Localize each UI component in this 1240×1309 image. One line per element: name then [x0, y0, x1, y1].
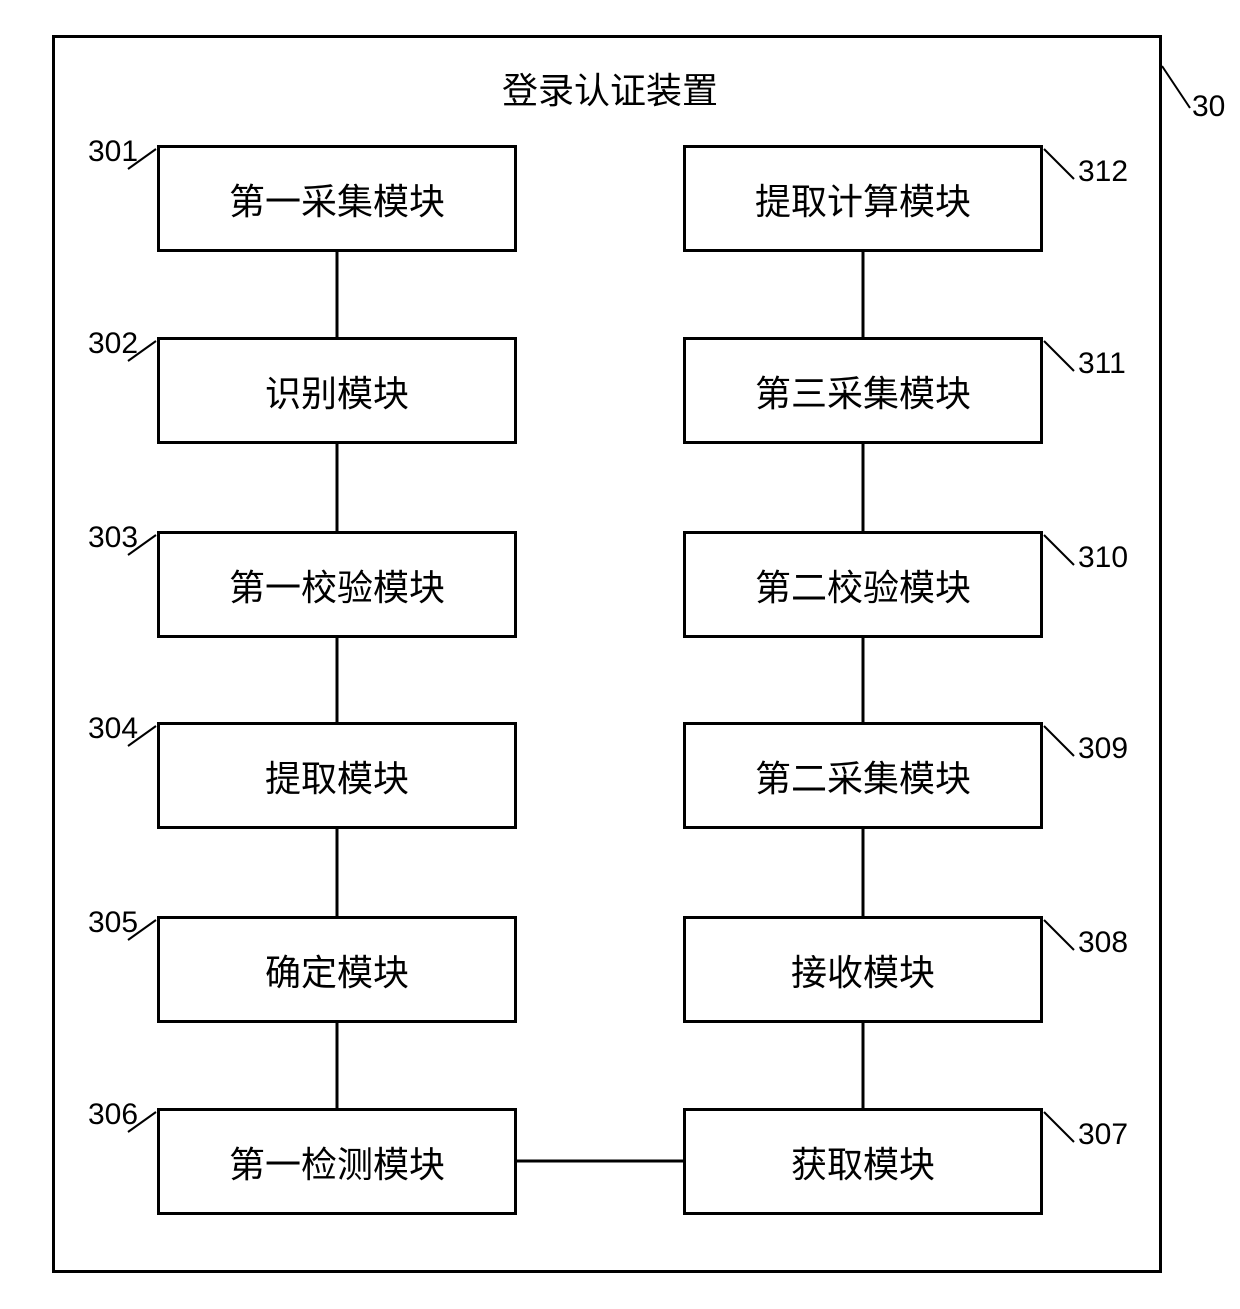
module-312: 提取计算模块: [683, 145, 1043, 252]
module-301: 第一采集模块: [157, 145, 517, 252]
module-306: 第一检测模块: [157, 1108, 517, 1215]
module-305-label: 确定模块: [265, 944, 409, 996]
ref-label-301: 301: [88, 135, 138, 169]
module-309-label: 第二采集模块: [755, 750, 971, 802]
ref-label-306: 306: [88, 1098, 138, 1132]
module-308: 接收模块: [683, 916, 1043, 1023]
module-301-label: 第一采集模块: [229, 173, 445, 225]
module-310: 第二校验模块: [683, 531, 1043, 638]
module-311: 第三采集模块: [683, 337, 1043, 444]
ref-label-303: 303: [88, 521, 138, 555]
ref-label-307: 307: [1078, 1118, 1128, 1152]
module-307: 获取模块: [683, 1108, 1043, 1215]
module-312-label: 提取计算模块: [755, 173, 971, 225]
module-302: 识别模块: [157, 337, 517, 444]
module-303: 第一校验模块: [157, 531, 517, 638]
module-307-label: 获取模块: [791, 1136, 935, 1188]
ref-label-309: 309: [1078, 732, 1128, 766]
ref-label-310: 310: [1078, 541, 1128, 575]
ref-label-308: 308: [1078, 926, 1128, 960]
module-308-label: 接收模块: [791, 944, 935, 996]
module-302-label: 识别模块: [265, 365, 409, 417]
module-311-label: 第三采集模块: [755, 365, 971, 417]
module-303-label: 第一校验模块: [229, 559, 445, 611]
module-305: 确定模块: [157, 916, 517, 1023]
module-306-label: 第一检测模块: [229, 1136, 445, 1188]
module-304-label: 提取模块: [265, 750, 409, 802]
module-304: 提取模块: [157, 722, 517, 829]
ref-label-30: 30: [1192, 90, 1225, 124]
module-309: 第二采集模块: [683, 722, 1043, 829]
diagram-canvas: 登录认证装置 30 第一采集模块 301 识别模块 302 第一校验模块 30: [0, 0, 1240, 1309]
diagram-title: 登录认证装置: [450, 62, 770, 108]
ref-label-302: 302: [88, 327, 138, 361]
ref-label-311: 311: [1078, 347, 1126, 381]
ref-label-304: 304: [88, 712, 138, 746]
ref-label-312: 312: [1078, 155, 1128, 189]
module-310-label: 第二校验模块: [755, 559, 971, 611]
ref-label-305: 305: [88, 906, 138, 940]
